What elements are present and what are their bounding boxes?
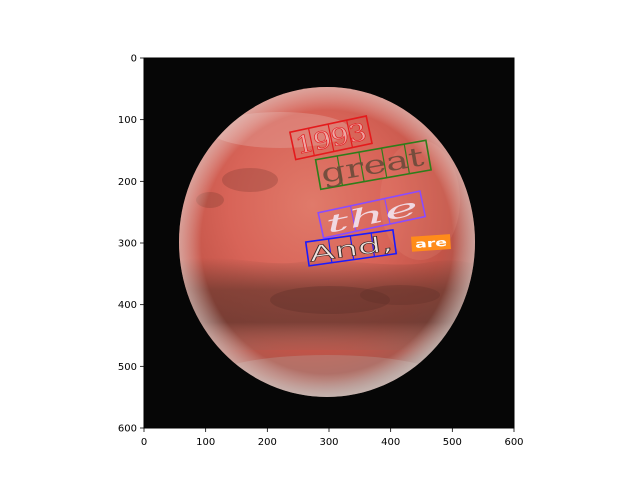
y-tick-label: 200: [118, 177, 137, 188]
x-tick-label: 100: [196, 437, 215, 448]
x-tick-label: 400: [381, 437, 400, 448]
x-axis: 0 100 200 300 400 500 600: [141, 428, 524, 448]
y-tick-label: 400: [118, 300, 137, 311]
y-axis: 0 100 200 300 400 500 600: [118, 54, 144, 435]
x-tick-label: 500: [443, 437, 462, 448]
annotation-text-are: are: [415, 236, 448, 251]
annotation-are: are: [411, 234, 451, 252]
x-tick-label: 300: [319, 437, 338, 448]
mars-limb-haze: [179, 87, 475, 397]
mars-photo: 1993 great the And,: [144, 58, 514, 428]
x-tick-label: 0: [141, 437, 147, 448]
y-tick-label: 300: [118, 239, 137, 250]
y-tick-label: 100: [118, 115, 137, 126]
x-tick-label: 200: [258, 437, 277, 448]
x-tick-label: 600: [504, 437, 523, 448]
y-tick-label: 600: [118, 424, 137, 435]
y-tick-label: 0: [131, 54, 137, 65]
y-tick-label: 500: [118, 362, 137, 373]
